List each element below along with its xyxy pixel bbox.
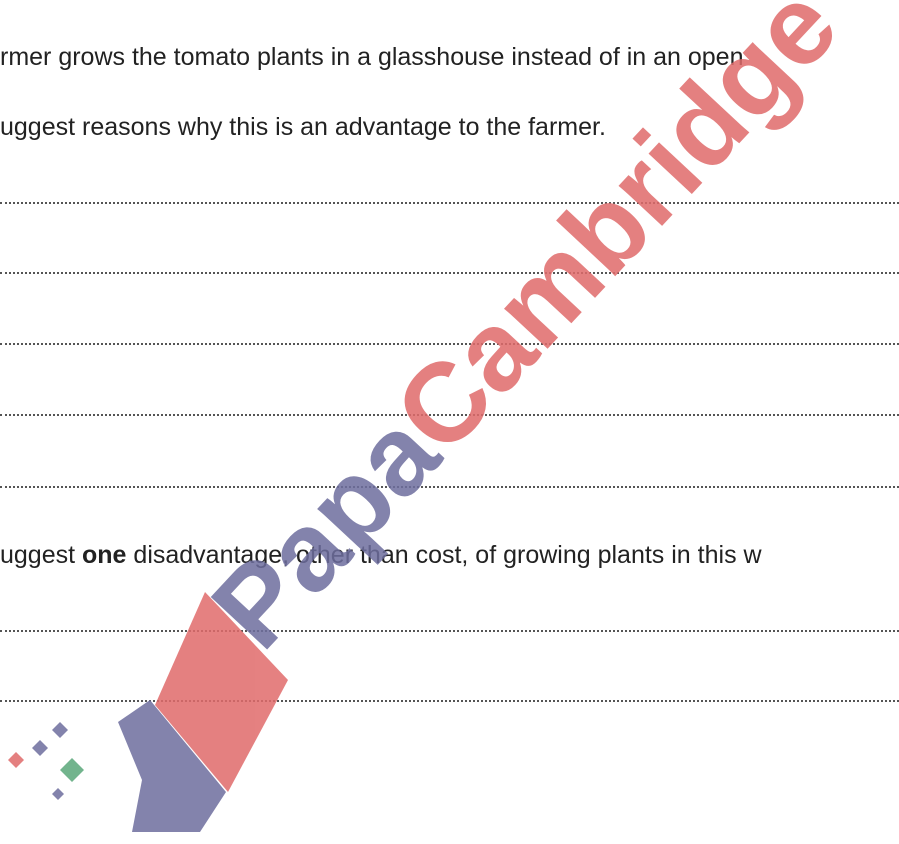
logo bbox=[8, 592, 288, 832]
answer-line bbox=[0, 343, 899, 345]
logo-shape bbox=[155, 592, 288, 792]
logo-dot bbox=[60, 758, 84, 782]
text: disadvantage, other than cost, of growin… bbox=[126, 541, 762, 569]
answer-line bbox=[0, 414, 899, 416]
logo-dot bbox=[52, 722, 68, 738]
answer-line bbox=[0, 272, 899, 274]
question-text: uggest reasons why this is an advantage … bbox=[0, 113, 606, 141]
bold-text: one bbox=[82, 541, 127, 569]
question-text: rmer grows the tomato plants in a glassh… bbox=[0, 43, 744, 71]
text: uggest bbox=[0, 541, 83, 569]
answer-line bbox=[0, 630, 899, 632]
logo-dot bbox=[52, 788, 64, 800]
watermark-text: PapaCambridge bbox=[188, 0, 861, 671]
answer-line bbox=[0, 486, 899, 488]
watermark-part: Cambridge bbox=[371, 0, 861, 476]
answer-line bbox=[0, 700, 899, 702]
logo-dot bbox=[32, 740, 48, 756]
answer-line bbox=[0, 202, 899, 204]
question-text: uggest one disadvantage, other than cost… bbox=[0, 540, 762, 570]
logo-shape bbox=[118, 700, 226, 832]
logo-dot bbox=[8, 752, 24, 768]
